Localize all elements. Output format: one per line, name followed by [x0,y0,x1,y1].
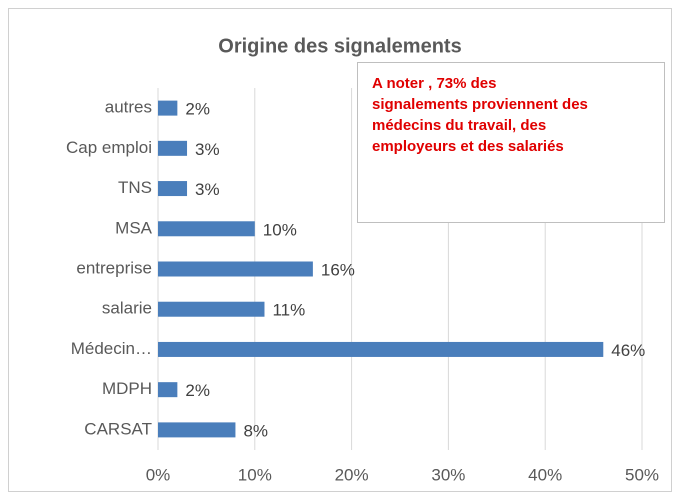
data-label: 3% [195,180,220,199]
chart-title: Origine des signalements [218,35,461,57]
x-tick-label: 0% [146,465,171,484]
annotation-text: signalements proviennent des [372,96,588,113]
x-tick-label: 30% [431,465,465,484]
bar [158,100,178,116]
bar [158,301,265,317]
data-label: 46% [611,341,645,360]
annotation-text: médecins du travail, des [372,117,546,134]
bar [158,140,188,156]
y-tick-label: salarie [102,299,152,318]
x-tick-label: 20% [335,465,369,484]
y-tick-label: MDPH [102,379,152,398]
x-tick-label: 10% [238,465,272,484]
y-tick-label: CARSAT [84,419,152,438]
data-label: 10% [263,220,297,239]
bar [158,382,178,398]
data-label: 8% [243,421,268,440]
annotation-text: employeurs et des salariés [372,138,564,155]
y-tick-label: TNS [118,178,152,197]
y-tick-label: MSA [115,218,153,237]
x-tick-label: 50% [625,465,659,484]
bar [158,181,188,197]
data-label: 2% [185,100,210,119]
bar [158,261,313,277]
x-tick-label: 40% [528,465,562,484]
bar [158,341,604,357]
bar [158,422,236,438]
data-label: 11% [272,301,305,320]
bar [158,221,255,237]
y-tick-label: entreprise [76,258,152,277]
annotation-box [357,62,665,223]
y-tick-label: autres [105,98,152,117]
y-tick-label: Médecin… [71,339,152,358]
data-label: 16% [321,260,355,279]
data-label: 3% [195,140,220,159]
data-label: 2% [185,381,210,400]
annotation-text: A noter , 73% des [372,75,496,92]
y-tick-label: Cap emploi [66,138,152,157]
